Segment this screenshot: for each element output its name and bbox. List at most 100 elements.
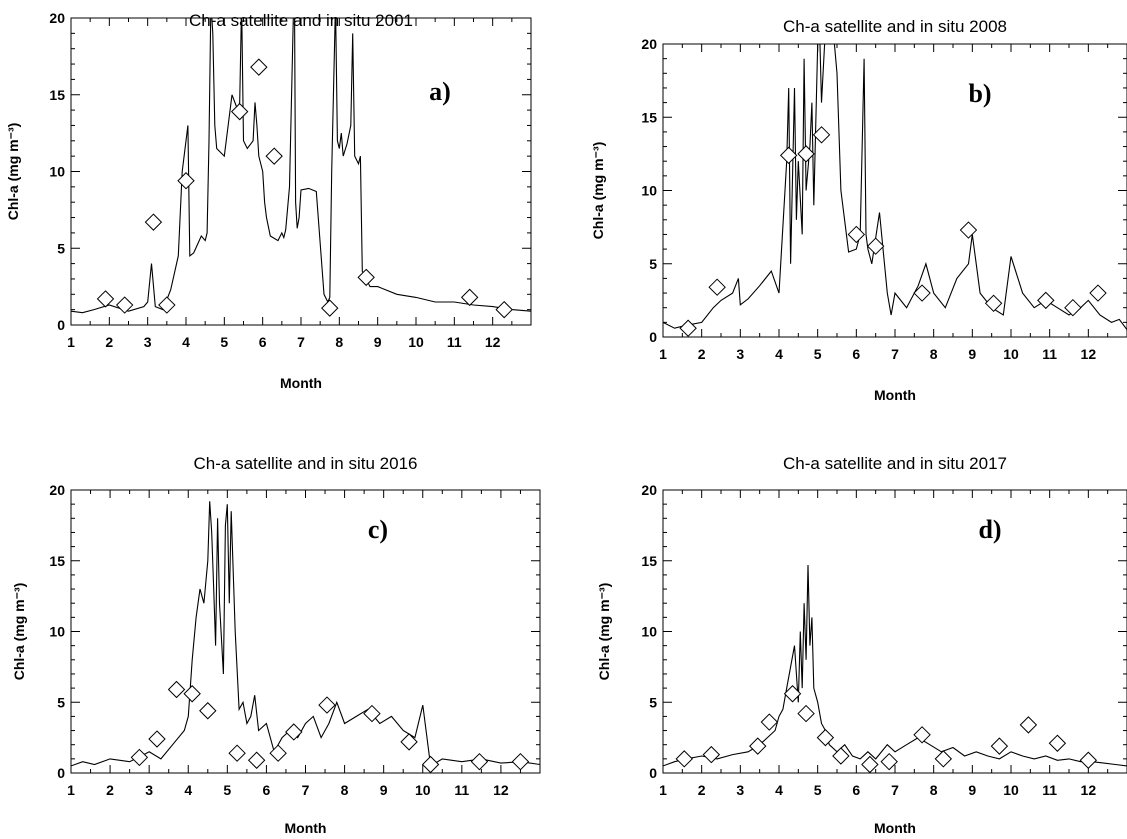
in-situ-diamond-point bbox=[959, 221, 978, 239]
x-tick-label: 7 bbox=[297, 334, 305, 350]
x-tick-label: 5 bbox=[223, 782, 231, 798]
x-tick-label: 9 bbox=[968, 346, 976, 362]
y-tick-label: 0 bbox=[649, 329, 657, 345]
in-situ-diamond-point bbox=[228, 744, 246, 762]
in-situ-diamond-point bbox=[779, 146, 798, 165]
in-situ-diamond-point bbox=[1089, 284, 1107, 302]
in-situ-diamond-point bbox=[460, 288, 479, 307]
in-situ-diamond-point bbox=[675, 750, 693, 768]
x-axis-label: Month bbox=[280, 375, 322, 391]
x-axis-label: Month bbox=[874, 387, 916, 403]
in-situ-diamond-point bbox=[511, 752, 530, 771]
x-tick-label: 4 bbox=[775, 346, 783, 362]
in-situ-diamond-point bbox=[470, 752, 489, 771]
x-tick-label: 8 bbox=[341, 782, 349, 798]
in-situ-diamond-point bbox=[148, 730, 166, 748]
y-tick-label: 15 bbox=[49, 87, 65, 103]
x-tick-label: 7 bbox=[891, 346, 899, 362]
x-tick-label: 3 bbox=[144, 334, 152, 350]
satellite-series-line bbox=[71, 501, 540, 767]
x-tick-label: 6 bbox=[259, 334, 267, 350]
in-situ-diamond-point bbox=[913, 726, 931, 744]
x-tick-label: 11 bbox=[1042, 782, 1057, 798]
x-tick-label: 11 bbox=[447, 334, 462, 350]
panel-label: b) bbox=[968, 79, 991, 108]
in-situ-diamond-point bbox=[96, 290, 115, 308]
y-tick-label: 15 bbox=[641, 553, 657, 569]
chart-title: Ch-a satellite and in situ 2017 bbox=[783, 454, 1007, 473]
x-tick-label: 10 bbox=[415, 782, 431, 798]
plot-area bbox=[71, 18, 531, 319]
x-tick-label: 6 bbox=[263, 782, 271, 798]
in-situ-diamond-point bbox=[866, 237, 885, 255]
y-tick-label: 0 bbox=[649, 765, 657, 781]
x-tick-label: 11 bbox=[1042, 346, 1057, 362]
in-situ-diamond-point bbox=[1037, 291, 1055, 310]
x-axis-label: Month bbox=[285, 820, 327, 836]
in-situ-diamond-point bbox=[679, 319, 697, 337]
in-situ-diamond-point bbox=[708, 278, 726, 296]
in-situ-diamond-point bbox=[115, 296, 134, 314]
plot-frame bbox=[70, 489, 541, 774]
x-tick-label: 8 bbox=[930, 782, 938, 798]
in-situ-diamond-point bbox=[1048, 734, 1067, 752]
x-tick-label: 4 bbox=[184, 782, 192, 798]
x-tick-label: 8 bbox=[930, 346, 938, 362]
x-tick-label: 2 bbox=[698, 346, 706, 362]
y-tick-label: 20 bbox=[49, 10, 65, 26]
x-tick-label: 5 bbox=[814, 782, 822, 798]
y-tick-label: 10 bbox=[641, 183, 657, 199]
in-situ-diamond-point bbox=[1079, 751, 1098, 769]
y-tick-label: 15 bbox=[641, 109, 657, 125]
plot-frame bbox=[70, 17, 532, 326]
y-axis-label: Chl-a (mg m⁻³) bbox=[5, 123, 21, 221]
in-situ-diamond-point bbox=[797, 145, 815, 163]
in-situ-diamond-point bbox=[984, 294, 1003, 313]
x-tick-label: 8 bbox=[335, 334, 343, 350]
x-tick-label: 2 bbox=[698, 782, 706, 798]
in-situ-diamond-point bbox=[749, 737, 767, 755]
x-tick-label: 6 bbox=[852, 346, 860, 362]
y-tick-label: 10 bbox=[49, 164, 65, 180]
in-situ-diamond-point bbox=[797, 704, 815, 723]
x-tick-label: 10 bbox=[1003, 782, 1019, 798]
in-situ-diamond-point bbox=[230, 102, 249, 121]
in-situ-diamond-point bbox=[269, 744, 287, 762]
in-situ-diamond-point bbox=[318, 696, 336, 714]
in-situ-diamond-point bbox=[421, 755, 440, 773]
in-situ-diamond-point bbox=[247, 751, 266, 769]
in-situ-diamond-point bbox=[250, 58, 268, 76]
x-axis-label: Month bbox=[874, 820, 916, 836]
x-tick-label: 3 bbox=[145, 782, 153, 798]
x-tick-label: 9 bbox=[374, 334, 382, 350]
x-tick-label: 7 bbox=[302, 782, 310, 798]
plot-area bbox=[663, 44, 1127, 337]
y-tick-label: 20 bbox=[641, 482, 657, 498]
in-situ-diamond-point bbox=[177, 172, 195, 190]
x-tick-label: 12 bbox=[493, 782, 509, 798]
chart-title: Ch-a satellite and in situ 2008 bbox=[783, 17, 1007, 36]
y-axis-label: Chl-a (mg m⁻³) bbox=[590, 142, 606, 240]
in-situ-diamond-point bbox=[832, 747, 850, 765]
in-situ-diamond-point bbox=[816, 728, 835, 747]
in-situ-diamond-point bbox=[285, 723, 303, 741]
x-tick-label: 3 bbox=[736, 782, 744, 798]
in-situ-diamond-point bbox=[990, 737, 1009, 755]
in-situ-diamond-point bbox=[357, 268, 375, 287]
x-tick-label: 1 bbox=[67, 334, 75, 350]
in-situ-diamond-point bbox=[199, 702, 217, 720]
y-tick-label: 5 bbox=[57, 240, 65, 256]
satellite-series-line bbox=[663, 44, 1127, 331]
in-situ-diamond-point bbox=[847, 225, 866, 244]
y-axis-label: Chl-a (mg m⁻³) bbox=[596, 583, 612, 681]
plot-frame bbox=[662, 489, 1127, 774]
y-tick-label: 0 bbox=[57, 317, 65, 333]
x-tick-label: 1 bbox=[659, 346, 667, 362]
x-tick-label: 5 bbox=[220, 334, 228, 350]
satellite-series-line bbox=[663, 564, 1127, 767]
x-tick-label: 11 bbox=[454, 782, 469, 798]
